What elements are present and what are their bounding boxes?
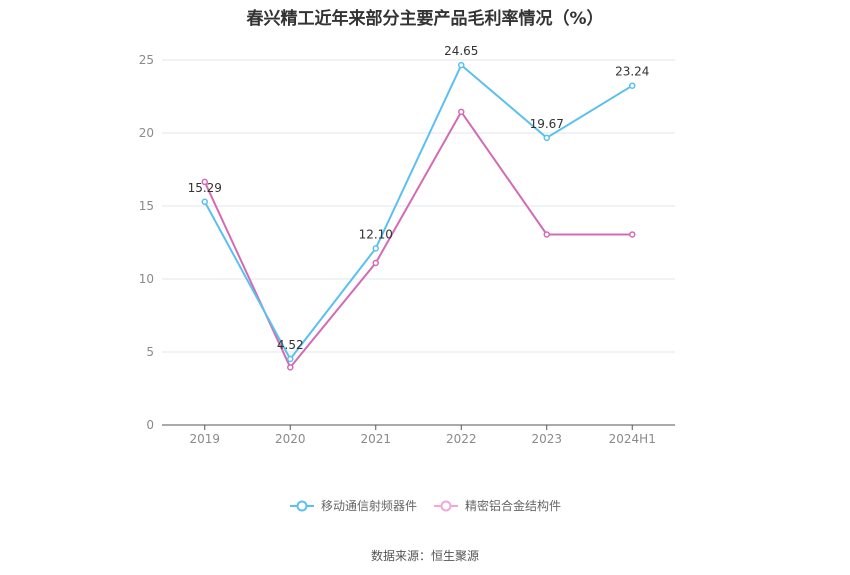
data-label: 12.10: [359, 227, 393, 241]
legend-swatch-series-1: [289, 500, 314, 511]
legend-label-series-1: 移动通信射频器件: [320, 499, 417, 513]
source-note: 数据来源：恒生聚源: [370, 549, 479, 563]
x-tick-label: 2022: [446, 432, 477, 446]
x-tick-label: 2021: [360, 432, 391, 446]
data-label: 19.67: [530, 117, 564, 131]
data-point-series-1: [201, 198, 208, 206]
data-point-series-2: [372, 259, 379, 267]
data-point-series-1: [458, 61, 465, 69]
legend-item-series-2[interactable]: 精密铝合金结构件: [433, 497, 561, 514]
x-tick-label: 2019: [189, 432, 220, 446]
legend: 移动通信射频器件 精密铝合金结构件: [0, 497, 850, 514]
data-point-series-1: [543, 134, 550, 142]
series-line-2: [203, 109, 633, 370]
data-point-series-2: [458, 108, 465, 116]
data-point-series-2: [629, 231, 636, 238]
x-tick-label: 2023: [531, 432, 562, 446]
y-tick-label: 15: [139, 199, 154, 213]
y-tick-label: 25: [139, 53, 154, 67]
data-point-series-1: [372, 245, 379, 252]
data-point-series-2: [287, 364, 294, 371]
y-tick-label: 20: [139, 126, 154, 140]
x-tick-label: 2024H1: [609, 432, 656, 446]
y-tick-label: 5: [146, 345, 154, 359]
legend-swatch-series-2: [434, 500, 458, 511]
legend-label-series-2: 精密铝合金结构件: [465, 499, 562, 513]
data-point-series-1: [629, 82, 636, 89]
data-point-series-1: [287, 355, 294, 363]
x-tick-label: 2020: [275, 432, 306, 446]
y-tick-label: 0: [146, 418, 154, 432]
y-tick-label: 10: [139, 272, 154, 286]
chart-title: 春兴精工近年来部分主要产品毛利率情况（%）: [246, 9, 604, 29]
data-label: 24.65: [444, 44, 478, 58]
series-line-1: [203, 63, 633, 361]
data-label: 23.24: [615, 65, 649, 79]
data-point-series-2: [543, 231, 550, 238]
data-point-series-2: [201, 178, 208, 186]
data-label: 4.52: [277, 338, 304, 352]
legend-item-series-1[interactable]: 移动通信射频器件: [289, 497, 417, 514]
data-label: 15.29: [188, 181, 222, 195]
